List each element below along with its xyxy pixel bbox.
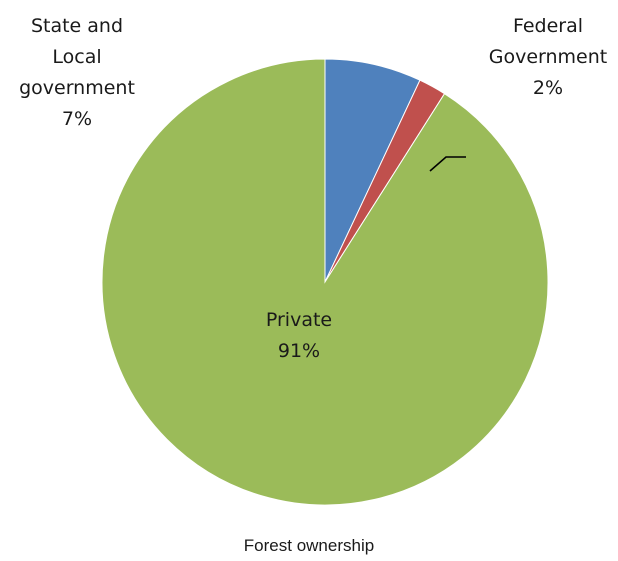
slice-label-federal: Federal Government 2% <box>489 15 608 99</box>
slice-name-line: Federal <box>513 15 583 37</box>
slice-label-state-and-local: State and Local government 7% <box>19 15 135 130</box>
pie-slice-private <box>101 58 549 506</box>
slice-name-line: Private <box>266 309 332 331</box>
chart-caption: Forest ownership <box>243 536 375 555</box>
slice-value-label: 91% <box>278 340 320 362</box>
slice-name-line: State and <box>31 15 123 37</box>
slice-value-label: 7% <box>62 108 92 130</box>
slice-name-line: government <box>19 77 135 99</box>
slice-name-line: Local <box>52 46 101 68</box>
slice-value-label: 2% <box>533 77 563 99</box>
slice-name-line: Government <box>489 46 608 68</box>
pie-slices <box>101 58 549 506</box>
slice-label-private: Private 91% <box>266 309 332 362</box>
pie-labels: State and Local government 7% Federal Governm… <box>19 15 607 362</box>
federal-leader-line <box>429 156 466 172</box>
